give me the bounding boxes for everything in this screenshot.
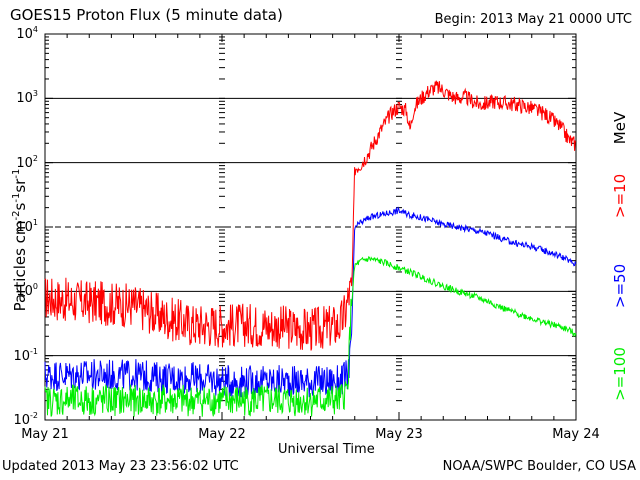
series-line-ge50 xyxy=(44,206,577,398)
series-line-ge10 xyxy=(44,80,577,351)
y-tick-label: 104 xyxy=(16,25,38,42)
x-tick-label: May 22 xyxy=(198,427,246,442)
y-tick-label: 100 xyxy=(16,282,38,300)
y-tick-label: 102 xyxy=(16,153,38,171)
y-axis-label: Particles cm-2s-1sr-1 xyxy=(11,168,29,312)
y-tick-label: 10-2 xyxy=(13,411,38,428)
x-tick-label: May 24 xyxy=(552,427,600,442)
y-tick-label: 103 xyxy=(16,89,38,107)
chart-title: GOES15 Proton Flux (5 minute data) xyxy=(10,6,283,24)
legend-unit-mev: MeV xyxy=(611,111,629,145)
x-axis-label: Universal Time xyxy=(278,442,375,457)
x-tick-label: May 23 xyxy=(375,427,423,442)
legend-ge100: >=100 xyxy=(611,347,629,401)
series-line-ge100 xyxy=(44,255,577,417)
tick-marks xyxy=(44,34,577,421)
y-tick-label: 10-1 xyxy=(13,346,38,364)
updated-timestamp: Updated 2013 May 23 23:56:02 UTC xyxy=(2,459,239,474)
credit-label: NOAA/SWPC Boulder, CO USA xyxy=(442,459,636,474)
begin-time-label: Begin: 2013 May 21 0000 UTC xyxy=(434,12,632,27)
series-lines xyxy=(44,80,577,417)
legend-ge10: >=10 xyxy=(611,173,629,219)
legend-ge50: >=50 xyxy=(611,263,629,309)
y-tick-label: 101 xyxy=(16,218,38,235)
x-tick-label: May 21 xyxy=(21,427,69,442)
